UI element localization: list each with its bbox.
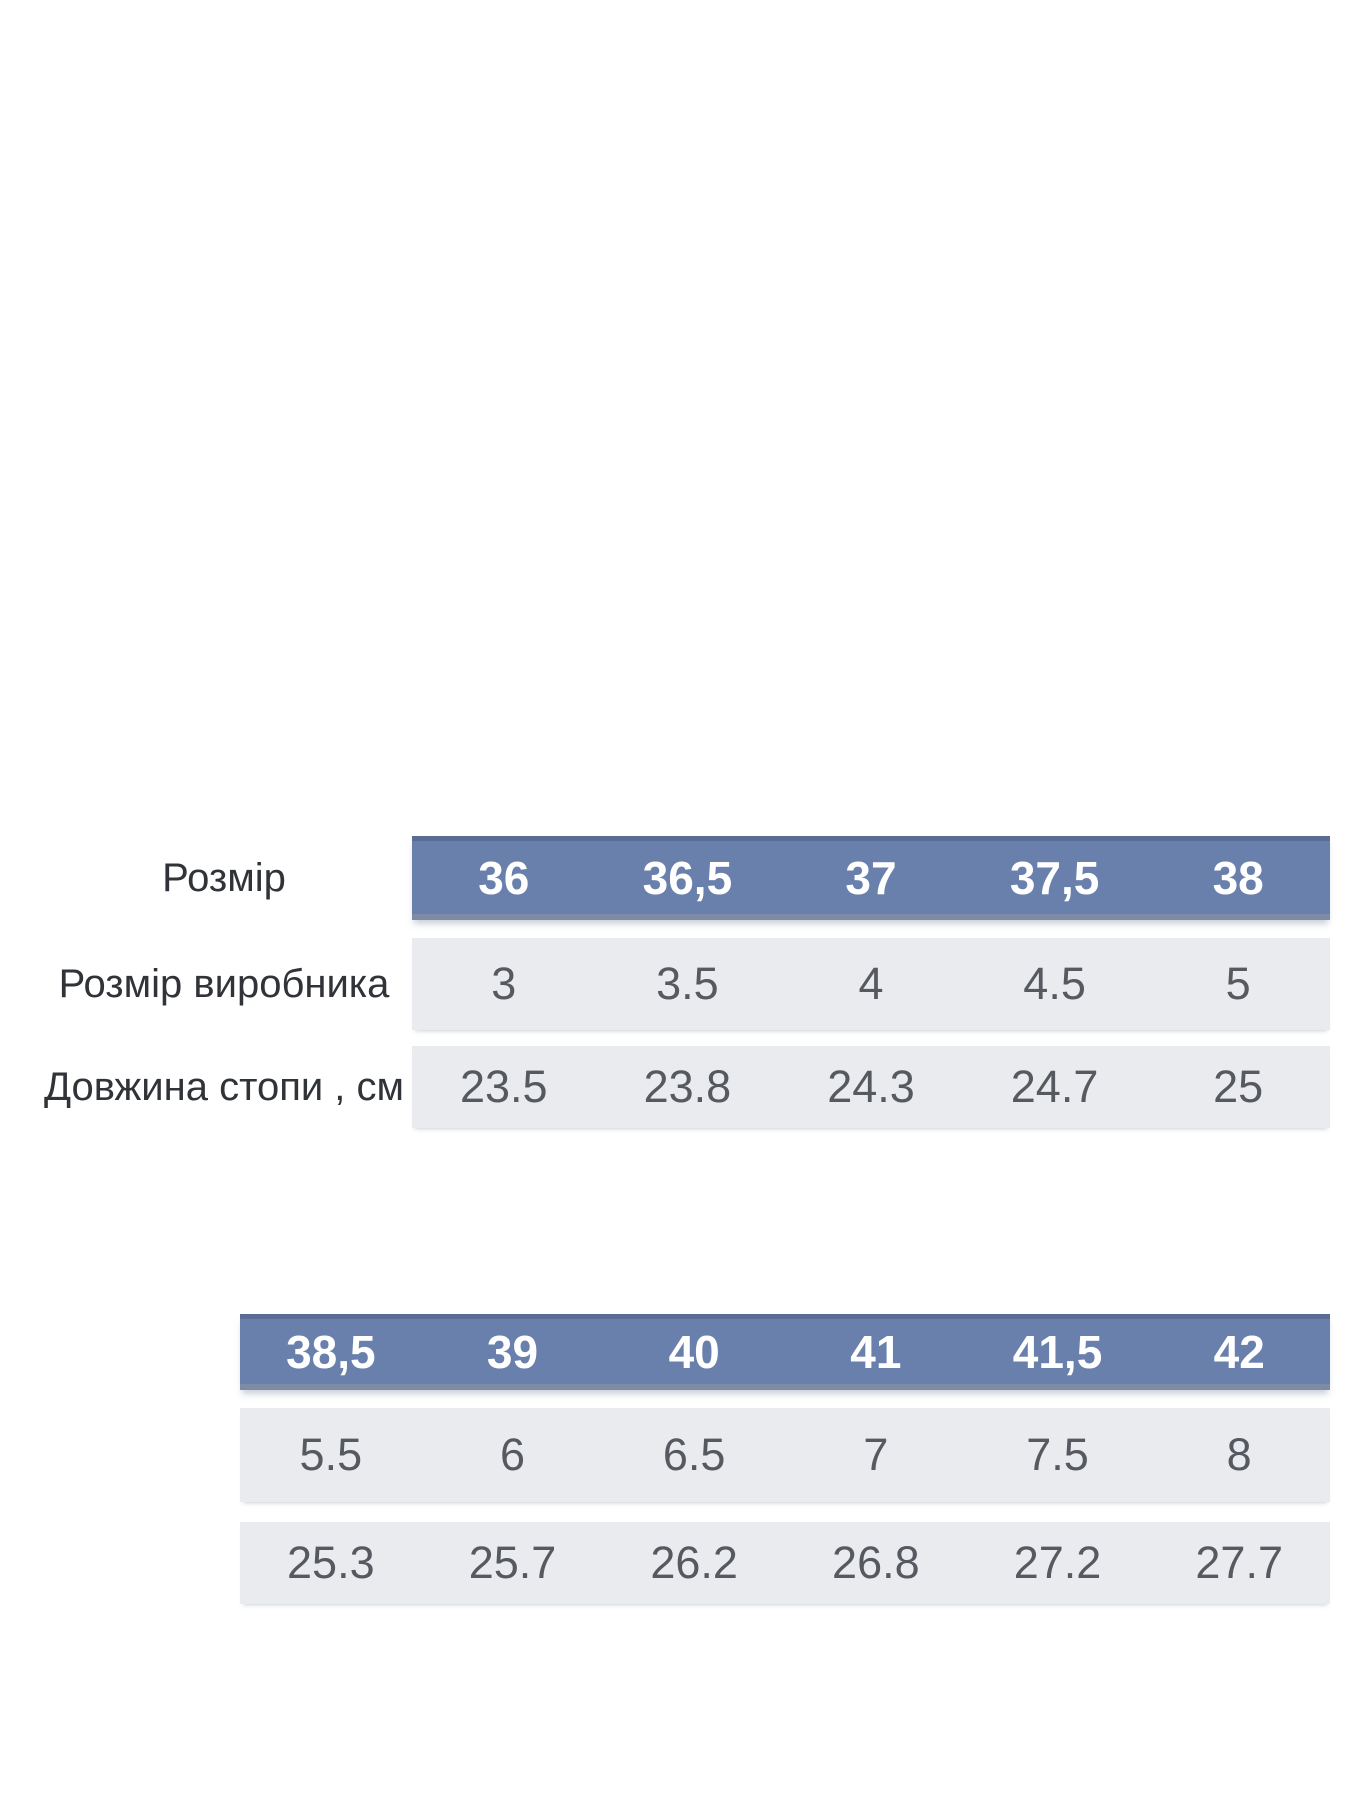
table1-header-row: 36 36,5 37 37,5 38 <box>412 836 1330 920</box>
table1-header-cell: 38 <box>1212 851 1264 904</box>
table1-manufacturer-size-cell: 3.5 <box>656 958 719 1009</box>
table2-manufacturer-size-cell: 6 <box>499 1429 526 1480</box>
row-label-foot-length: Довжина стопи , см <box>43 1064 405 1109</box>
row-label-manufacturer-size: Розмір виробника <box>58 961 390 1006</box>
table2-manufacturer-size-cell: 8 <box>1226 1429 1252 1480</box>
table1-header-cell: 37 <box>845 851 897 904</box>
table2-foot-length-row: 25.3 25.7 26.2 26.8 27.2 27.7 <box>240 1522 1330 1604</box>
row-label-size: Розмір <box>162 855 286 900</box>
table2-header-cell: 38,5 <box>286 1325 376 1378</box>
table1-foot-length-cell: 24.7 <box>1010 1061 1099 1112</box>
table1-foot-length-cell: 25 <box>1213 1061 1264 1112</box>
table2-header-row: 38,5 39 40 41 41,5 42 <box>240 1314 1330 1390</box>
table1-manufacturer-size-cell: 3 <box>491 958 517 1009</box>
table2-manufacturer-size-cell: 7 <box>863 1429 889 1480</box>
table2-manufacturer-size-cell: 6.5 <box>662 1429 726 1480</box>
table1-foot-length-cell: 23.8 <box>643 1061 732 1112</box>
table1-foot-length-cell: 23.5 <box>460 1061 548 1112</box>
table2-foot-length-cell: 25.7 <box>468 1537 557 1588</box>
table2-manufacturer-size-cell: 7.5 <box>1026 1429 1089 1480</box>
table2-manufacturer-size-cell: 5.5 <box>299 1429 363 1480</box>
table2-foot-length-cell: 27.2 <box>1013 1537 1102 1588</box>
table2-header-cell: 39 <box>486 1325 539 1378</box>
table2-header-cell: 40 <box>668 1325 720 1378</box>
table1-header-cell: 37,5 <box>1009 851 1100 904</box>
table1-manufacturer-size-row: 3 3.5 4 4.5 5 <box>412 938 1330 1030</box>
table1-manufacturer-size-cell: 5 <box>1225 958 1251 1009</box>
table2-header-cell: 42 <box>1213 1325 1265 1378</box>
table2-header-cell: 41,5 <box>1012 1325 1103 1378</box>
table2-foot-length-cell: 26.2 <box>650 1537 738 1588</box>
table1-header-cell: 36 <box>478 851 530 904</box>
table2-foot-length-cell: 25.3 <box>287 1537 375 1588</box>
table2-foot-length-cell: 26.8 <box>832 1537 920 1588</box>
table1-manufacturer-size-cell: 4.5 <box>1023 958 1086 1009</box>
table2-foot-length-cell: 27.7 <box>1195 1537 1283 1588</box>
table1-foot-length-cell: 24.3 <box>827 1061 915 1112</box>
table2-manufacturer-size-row: 5.5 6 6.5 7 7.5 8 <box>240 1408 1330 1502</box>
table1-manufacturer-size-cell: 4 <box>858 958 884 1009</box>
table1-foot-length-row: 23.5 23.8 24.3 24.7 25 <box>412 1046 1330 1128</box>
table2-header-cell: 41 <box>850 1325 902 1378</box>
table1-header-cell: 36,5 <box>642 851 733 904</box>
